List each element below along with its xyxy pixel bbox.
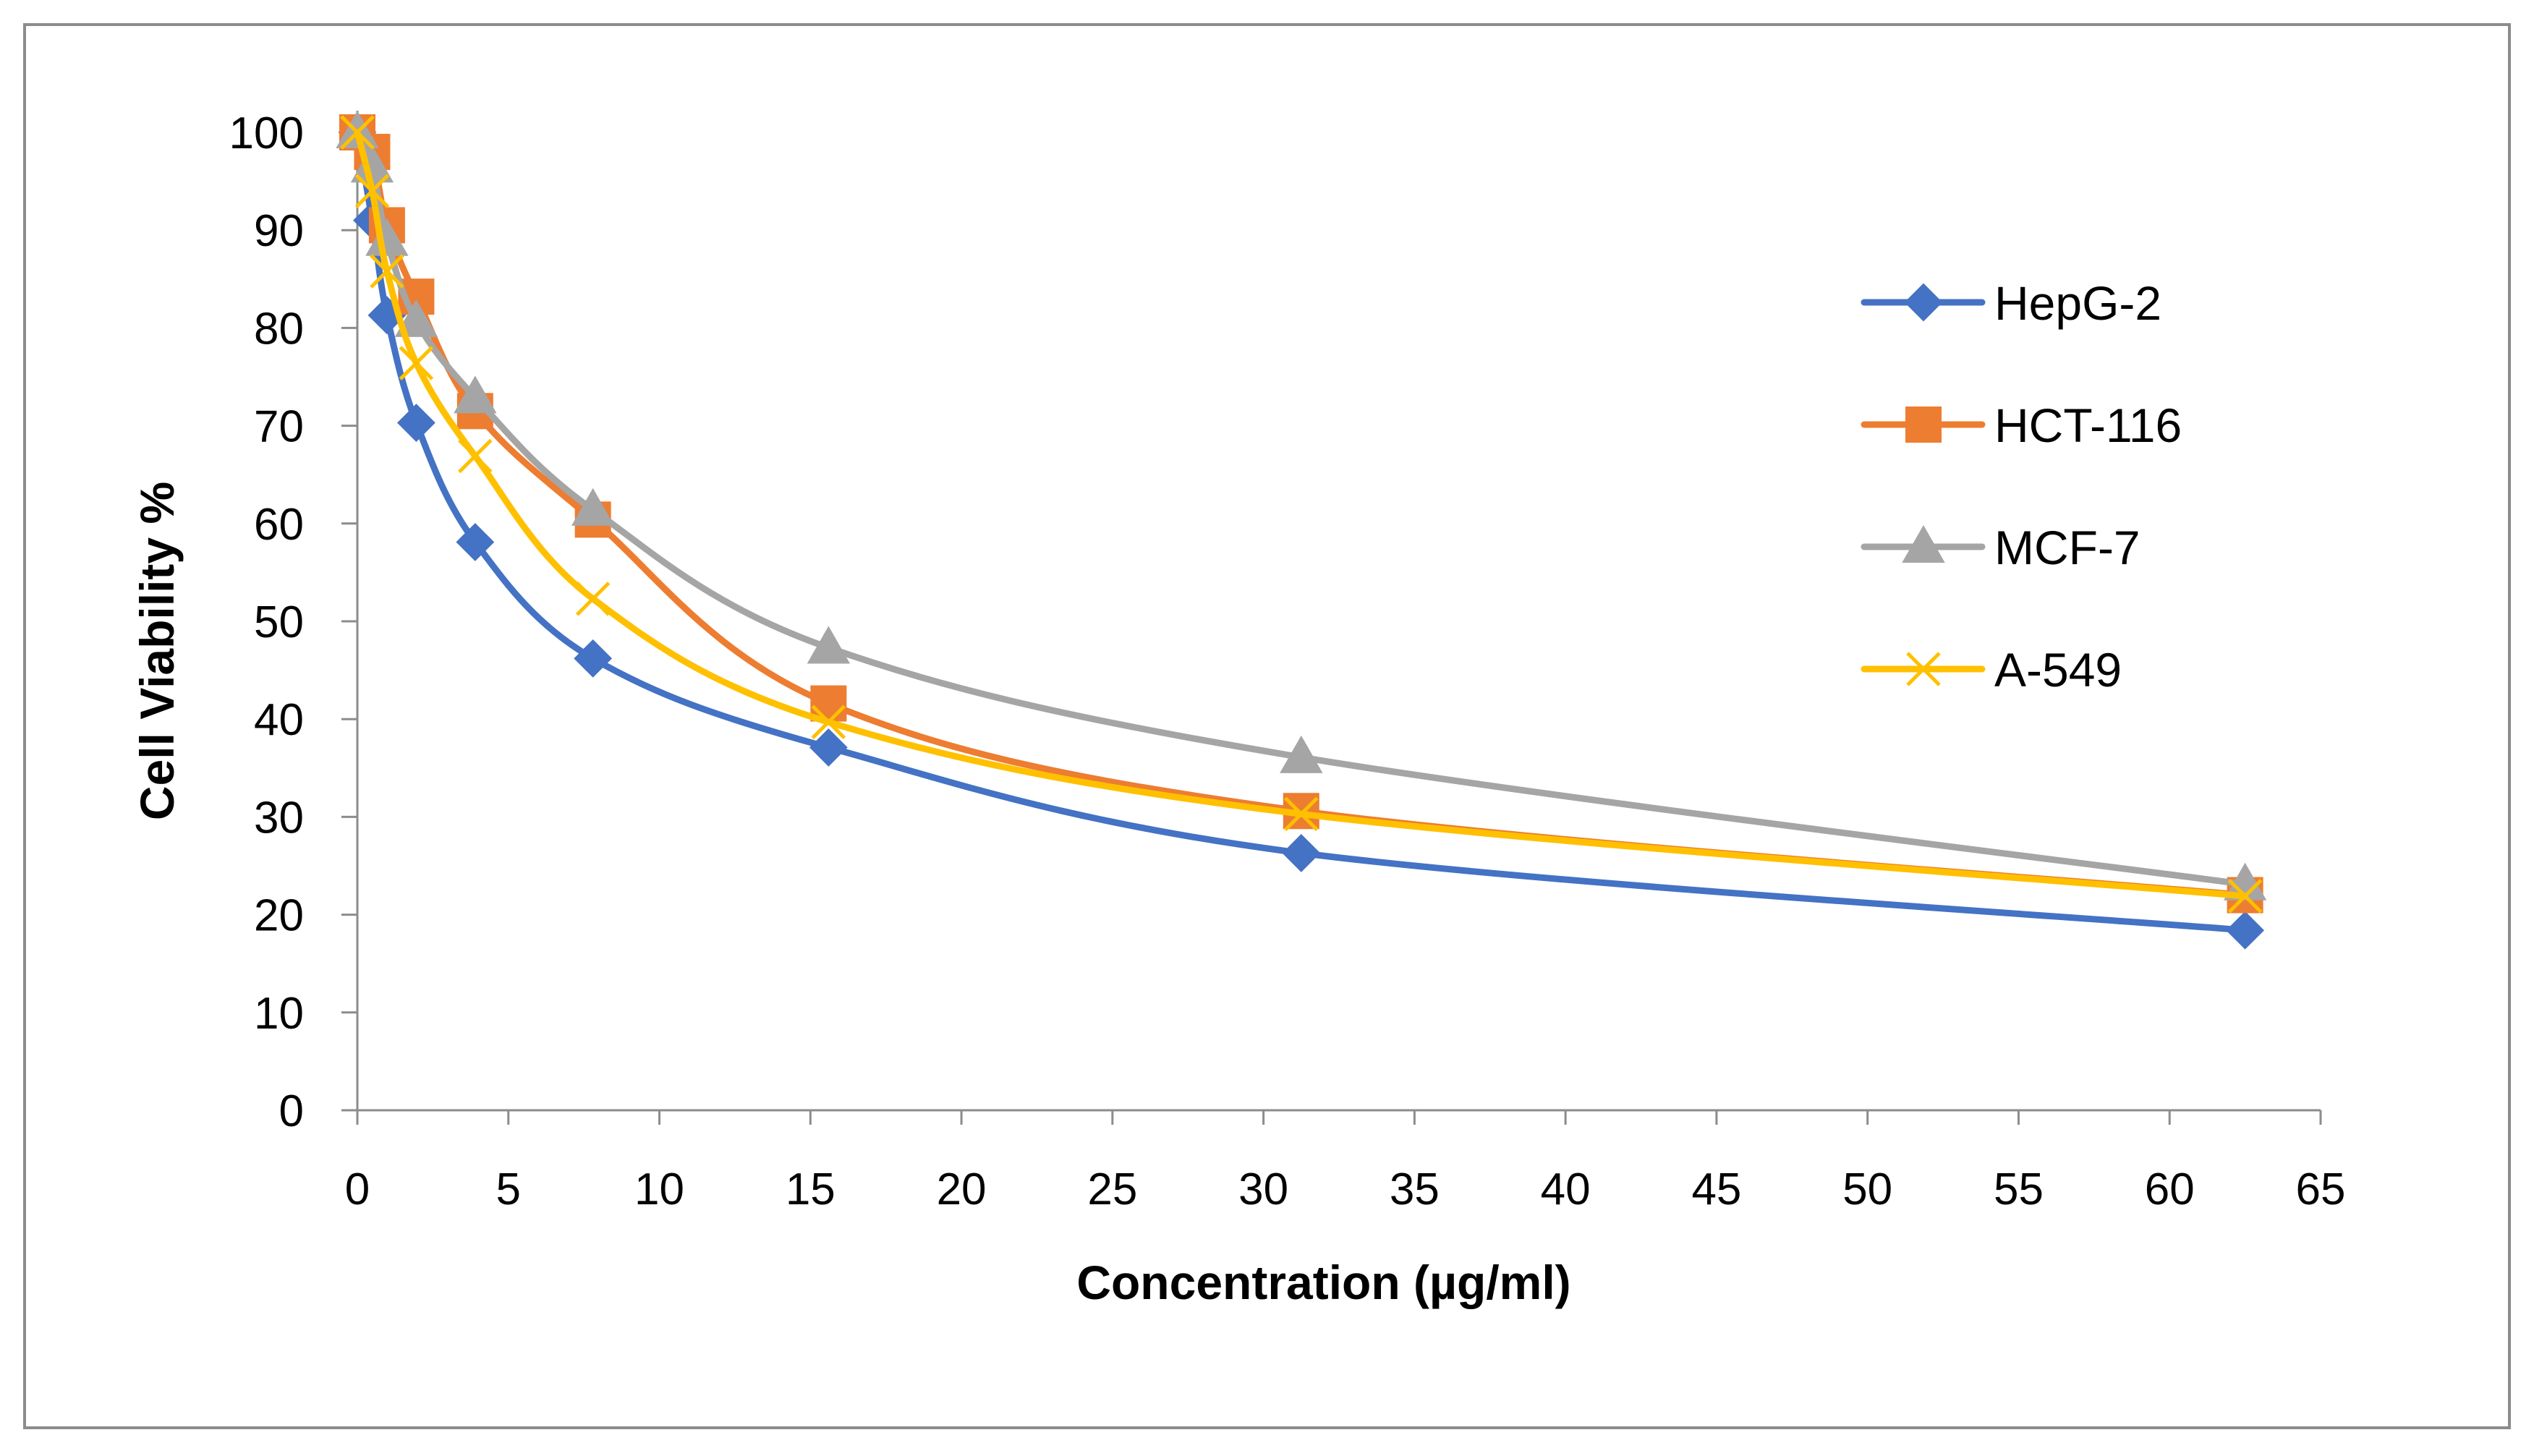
y-tick-label: 90 <box>254 206 304 256</box>
x-tick-label: 45 <box>1691 1165 1741 1214</box>
x-tick-label: 40 <box>1541 1165 1591 1214</box>
legend-item-hepg-2: HepG-2 <box>1861 276 2161 330</box>
data-point-hepg-2 <box>574 639 613 678</box>
y-tick-label: 50 <box>254 597 304 647</box>
x-tick-label: 30 <box>1238 1165 1288 1214</box>
x-tick-label: 20 <box>937 1165 987 1214</box>
x-tick-label: 15 <box>786 1165 836 1214</box>
data-point-hepg-2 <box>2226 911 2265 950</box>
legend-item-a-549: A-549 <box>1861 643 2122 697</box>
y-tick-label: 60 <box>254 500 304 550</box>
x-tick-label: 55 <box>1994 1165 2044 1214</box>
data-point-a-549 <box>458 438 493 474</box>
y-tick-label: 10 <box>254 989 304 1039</box>
data-point-a-549 <box>1284 796 1319 832</box>
data-point-a-549 <box>2227 879 2263 914</box>
legend-label-mcf-7: MCF-7 <box>1994 521 2140 574</box>
data-point-mcf-7 <box>454 375 497 414</box>
legend-marker-hepg-2 <box>1904 283 1943 322</box>
data-point-mcf-7 <box>2223 862 2267 901</box>
chart-border <box>23 23 2511 1429</box>
legend-item-hct-116: HCT-116 <box>1861 399 2182 452</box>
x-tick-label: 60 <box>2145 1165 2195 1214</box>
x-tick-label: 65 <box>2296 1165 2346 1214</box>
legend-label-hepg-2: HepG-2 <box>1994 276 2161 330</box>
y-tick-label: 0 <box>279 1086 304 1136</box>
x-tick-label: 35 <box>1390 1165 1440 1214</box>
data-point-a-549 <box>811 704 846 740</box>
series-mcf-7 <box>336 110 2267 901</box>
legend-marker-a-549 <box>1906 652 1941 686</box>
data-point-a-549 <box>354 174 390 208</box>
y-tick-label: 80 <box>254 304 304 354</box>
legend-label-hct-116: HCT-116 <box>1994 399 2182 452</box>
data-point-hct-116 <box>810 685 847 722</box>
data-point-a-549 <box>399 346 434 380</box>
x-tick-label: 5 <box>496 1165 521 1214</box>
data-point-mcf-7 <box>394 299 438 337</box>
legend-item-mcf-7: MCF-7 <box>1861 521 2140 574</box>
legend-label-a-549: A-549 <box>1994 643 2122 697</box>
y-tick-label: 30 <box>254 793 304 843</box>
legend-marker-mcf-7 <box>1902 524 1945 563</box>
series-a-549 <box>340 115 2263 914</box>
x-tick-label: 50 <box>1842 1165 1892 1214</box>
y-tick-label: 70 <box>254 402 304 452</box>
x-tick-label: 10 <box>634 1165 684 1214</box>
data-point-hepg-2 <box>456 523 495 561</box>
data-point-a-549 <box>370 254 404 289</box>
series-line-a-549 <box>354 129 2249 900</box>
legend-marker-hct-116 <box>1905 406 1942 443</box>
y-tick-label: 100 <box>229 108 304 158</box>
y-tick-label: 20 <box>254 891 304 941</box>
y-tick-label: 40 <box>254 695 304 745</box>
x-tick-label: 25 <box>1087 1165 1137 1214</box>
data-point-mcf-7 <box>1280 735 1323 773</box>
data-point-mcf-7 <box>571 488 615 526</box>
x-axis-title: Concentration (µg/ml) <box>1076 1256 1570 1309</box>
y-axis-title: Cell Viability % <box>130 482 184 820</box>
data-point-a-549 <box>575 582 611 616</box>
data-point-hepg-2 <box>397 404 435 442</box>
data-point-hepg-2 <box>809 728 848 767</box>
data-point-a-549 <box>340 115 375 150</box>
x-tick-label: 0 <box>345 1165 370 1214</box>
data-point-hepg-2 <box>1282 834 1321 872</box>
data-point-mcf-7 <box>807 626 851 664</box>
